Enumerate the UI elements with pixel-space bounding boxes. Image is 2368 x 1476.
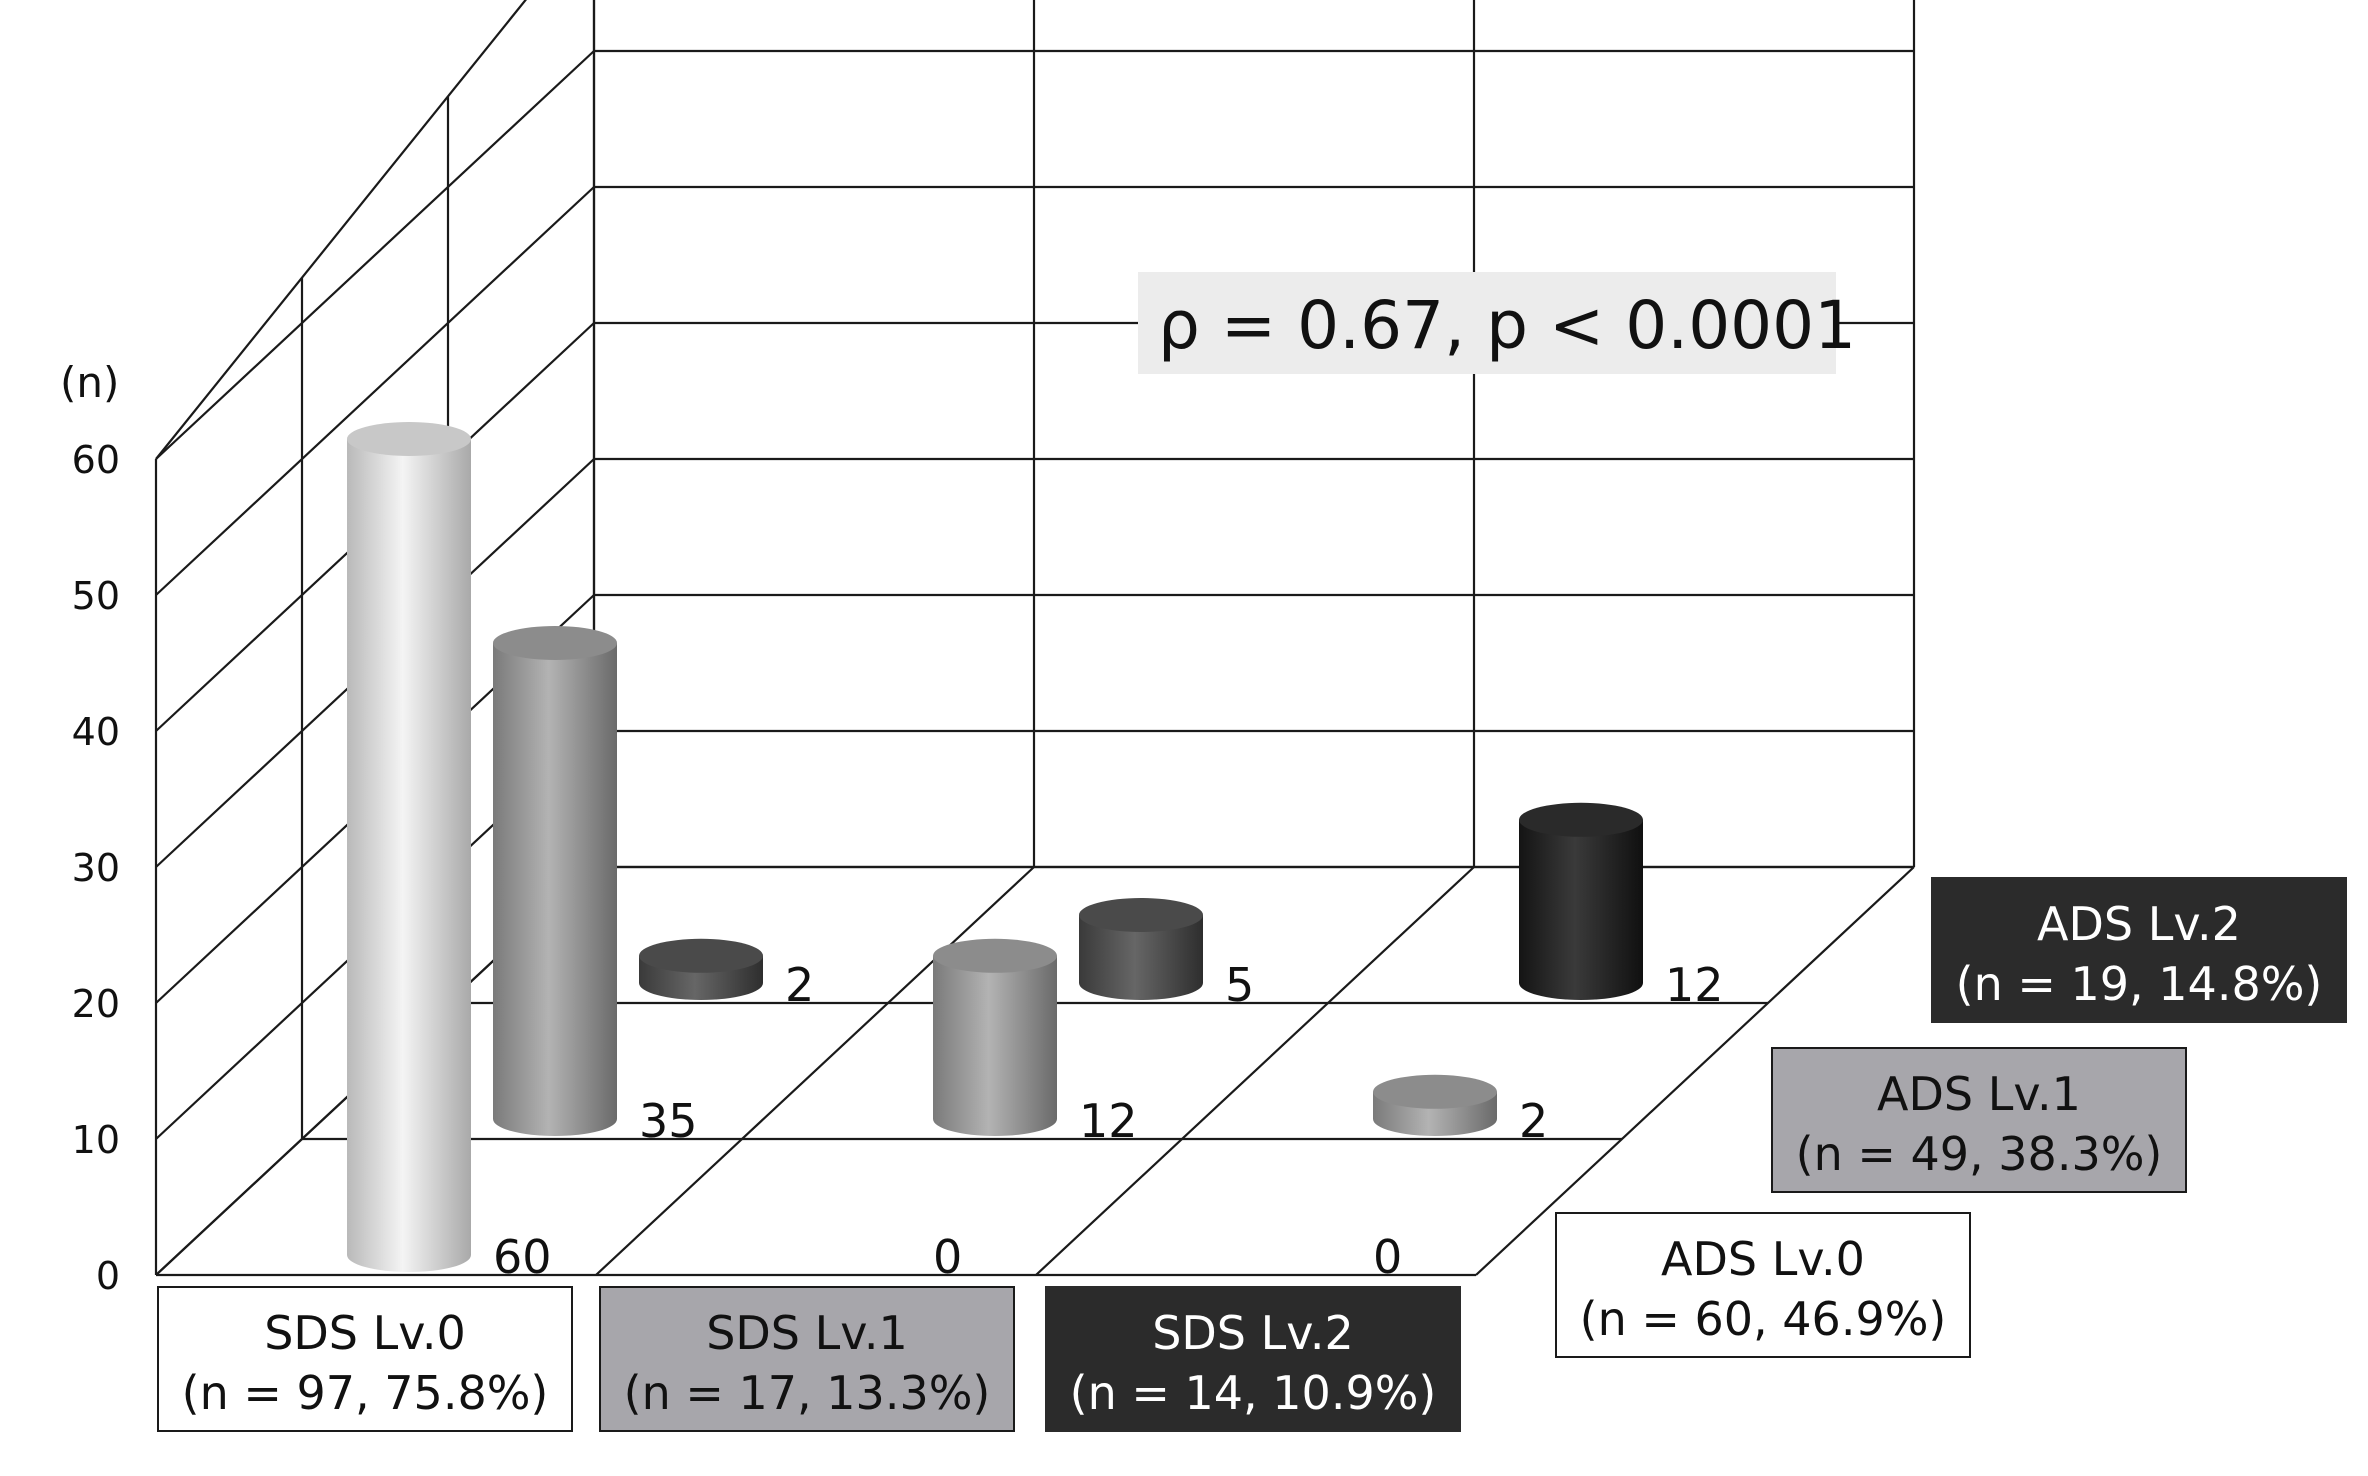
box-title: SDS Lv.1 xyxy=(706,1306,908,1360)
value-label: 60 xyxy=(493,1230,552,1284)
box-title: ADS Lv.1 xyxy=(1877,1067,2081,1121)
floor-line xyxy=(1475,866,1915,1276)
floor-line xyxy=(1035,866,1475,1276)
bar xyxy=(639,938,763,1000)
value-label: 0 xyxy=(1373,1230,1402,1284)
floor-line xyxy=(595,866,1035,1276)
y-tick-label: 40 xyxy=(72,710,120,754)
grid-line-side xyxy=(155,186,595,596)
bar-body xyxy=(1079,915,1203,1000)
ads-box: ADS Lv.0 (n = 60, 46.9%) xyxy=(1555,1212,1971,1358)
value-label: 0 xyxy=(933,1230,962,1284)
value-label: 12 xyxy=(1665,958,1724,1012)
bar-body xyxy=(347,439,471,1272)
annotation-background xyxy=(1138,272,1836,374)
box-title: ADS Lv.0 xyxy=(1661,1232,1865,1286)
value-labels: 2 5 12 35 12 2 60 0 0 xyxy=(493,958,1724,1284)
box-detail: (n = 60, 46.9%) xyxy=(1580,1292,1947,1346)
y-axis: 0 10 20 30 40 50 60 (n) xyxy=(60,358,120,1298)
box-detail: (n = 17, 13.3%) xyxy=(624,1366,991,1420)
bar-top xyxy=(1079,898,1203,932)
bar xyxy=(1373,1074,1497,1136)
correlation-annotation: ρ = 0.67, p < 0.0001 xyxy=(1138,272,1856,374)
annotation-text: ρ = 0.67, p < 0.0001 xyxy=(1158,287,1856,364)
bar-body xyxy=(493,643,617,1136)
y-tick-label: 30 xyxy=(72,846,120,890)
box-detail: (n = 19, 14.8%) xyxy=(1956,957,2323,1011)
value-label: 2 xyxy=(785,958,814,1012)
y-axis-label: (n) xyxy=(60,358,119,407)
box-background xyxy=(1555,1212,1971,1358)
bar-body xyxy=(1519,819,1643,1000)
bar xyxy=(933,938,1057,1136)
box-title: ADS Lv.2 xyxy=(2037,897,2241,951)
box-title: SDS Lv.0 xyxy=(264,1306,466,1360)
bar-top xyxy=(493,626,617,660)
y-tick-label: 60 xyxy=(72,438,120,482)
category-boxes: SDS Lv.0 (n = 97, 75.8%) SDS Lv.1 (n = 17, … xyxy=(157,877,2347,1432)
sds-box: SDS Lv.2 (n = 14, 10.9%) xyxy=(1045,1286,1461,1432)
grid xyxy=(154,0,1916,1277)
bar-body xyxy=(933,955,1057,1136)
bar-top xyxy=(639,938,763,973)
bar xyxy=(1519,802,1643,1000)
grid-line-side xyxy=(155,50,595,460)
sds-box: SDS Lv.1 (n = 17, 13.3%) xyxy=(599,1286,1015,1432)
bar-top xyxy=(1519,802,1643,837)
ads-box: ADS Lv.1 (n = 49, 38.3%) xyxy=(1771,1047,2187,1193)
value-label: 5 xyxy=(1225,958,1254,1012)
bars xyxy=(347,422,1643,1272)
box-detail: (n = 97, 75.8%) xyxy=(182,1366,549,1420)
box-detail: (n = 49, 38.3%) xyxy=(1796,1127,2163,1181)
y-tick-label: 50 xyxy=(72,574,120,618)
box-background xyxy=(157,1286,573,1432)
value-label: 35 xyxy=(639,1094,698,1148)
value-label: 12 xyxy=(1079,1094,1138,1148)
box-background xyxy=(1771,1047,2187,1193)
bar xyxy=(347,422,471,1272)
box-detail: (n = 14, 10.9%) xyxy=(1070,1366,1437,1420)
y-tick-label: 10 xyxy=(72,1118,120,1162)
bar xyxy=(1079,898,1203,1000)
box-title: SDS Lv.2 xyxy=(1152,1306,1354,1360)
box-background xyxy=(1931,877,2347,1023)
box-background xyxy=(599,1286,1015,1432)
ads-box: ADS Lv.2 (n = 19, 14.8%) xyxy=(1931,877,2347,1023)
bar-top xyxy=(347,422,471,456)
grid-line-side xyxy=(155,0,527,460)
sds-box: SDS Lv.0 (n = 97, 75.8%) xyxy=(157,1286,573,1432)
bar-top xyxy=(933,938,1057,973)
value-label: 2 xyxy=(1519,1094,1548,1148)
box-background xyxy=(1045,1286,1461,1432)
bar-top xyxy=(1373,1074,1497,1109)
y-tick-label: 0 xyxy=(96,1254,120,1298)
y-tick-label: 20 xyxy=(72,982,120,1026)
bar xyxy=(493,626,617,1136)
